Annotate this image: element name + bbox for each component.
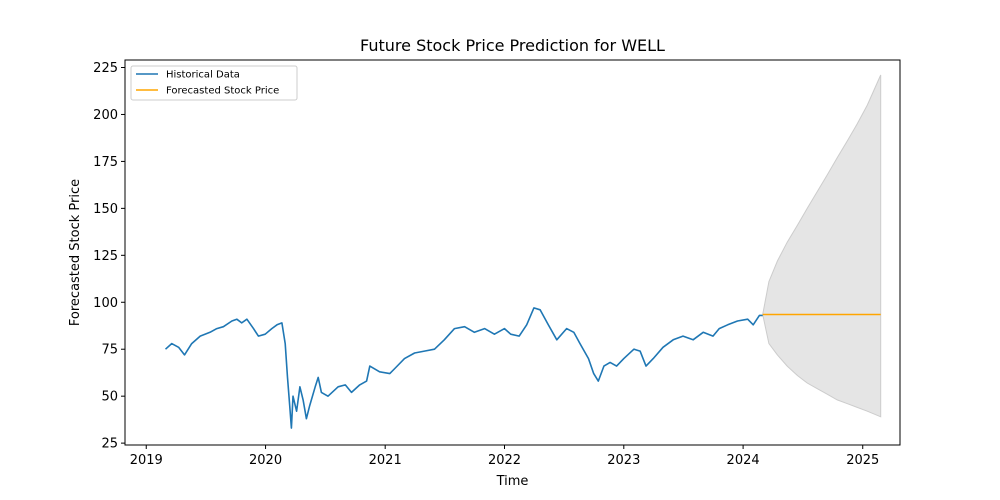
x-axis-label: Time	[496, 474, 529, 489]
x-tick-label-2025: 2025	[846, 453, 879, 468]
y-tick-label-175: 175	[93, 155, 118, 170]
confidence-band	[762, 74, 882, 418]
legend-label-historical: Historical Data	[166, 70, 240, 81]
confidence-band-layer	[762, 74, 882, 418]
y-tick-label-225: 225	[93, 61, 118, 76]
legend-label-forecast: Forecasted Stock Price	[166, 86, 279, 97]
x-tick-label-2023: 2023	[607, 453, 640, 468]
y-tick-label-25: 25	[101, 437, 118, 452]
series-layer	[164, 307, 881, 429]
y-tick-label-75: 75	[101, 343, 118, 358]
plot-area-frame	[124, 59, 901, 446]
historical-series-line	[164, 307, 763, 429]
y-axis-label: Forecasted Stock Price	[68, 179, 83, 326]
x-tick-label-2021: 2021	[369, 453, 402, 468]
chart-title: Future Stock Price Prediction for WELL	[360, 36, 665, 55]
x-tick-label-2022: 2022	[488, 453, 521, 468]
x-tick-label-2020: 2020	[249, 453, 282, 468]
x-axis: 2019 2020 2021 2022 2023 2024 2025	[130, 445, 879, 468]
legend-box	[130, 65, 298, 101]
y-tick-label-50: 50	[101, 390, 118, 405]
x-tick-label-2024: 2024	[727, 453, 760, 468]
y-tick-label-100: 100	[93, 296, 118, 311]
legend: Historical Data Forecasted Stock Price	[130, 65, 298, 101]
y-tick-label-150: 150	[93, 202, 118, 217]
y-tick-label-200: 200	[93, 108, 118, 123]
y-axis: 25 50 75 100 125 150 175 200 225	[93, 61, 125, 452]
x-tick-label-2019: 2019	[130, 453, 163, 468]
y-tick-label-125: 125	[93, 249, 118, 264]
